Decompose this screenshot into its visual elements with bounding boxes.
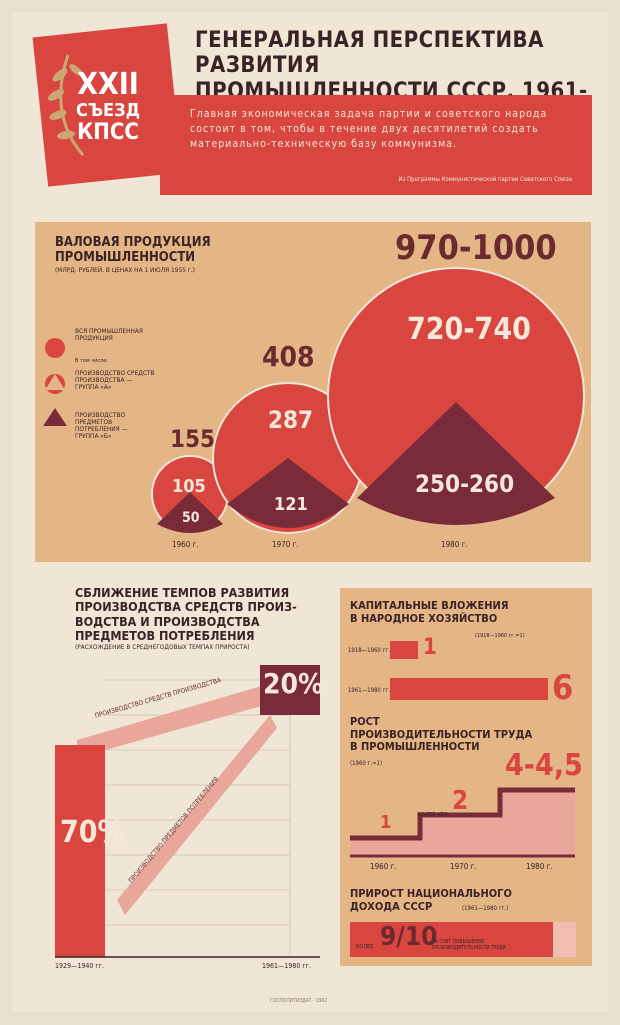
quote-text: Главная экономическая задача партии и со…: [190, 108, 548, 151]
gross-subtitle: (МЛРД. РУБЛЕЙ, В ЦЕНАХ НА 1 ИЮЛЯ 1955 г.…: [55, 266, 195, 274]
legend-b-icon: [43, 408, 67, 426]
productivity-title2: ПРОИЗВОДИТЕЛЬНОСТИ ТРУДА: [350, 727, 533, 741]
tempo-right-year: 1961—1980 гг.: [262, 962, 311, 970]
capital-bar1: [390, 641, 418, 659]
value-1980-a: 720-740: [407, 312, 531, 347]
capital-note: (1918—1960 гг.=1): [475, 633, 525, 639]
value-1980-b: 250-260: [415, 470, 515, 498]
productivity-title3: В ПРОМЫШЛЕННОСТИ: [350, 740, 480, 754]
legend-a-label: ПРОИЗВОДСТВО СРЕДСТВ ПРОИЗВОДСТВА — ГРУП…: [75, 369, 155, 392]
gross-title1: ВАЛОВАЯ ПРОДУКЦИЯ: [55, 235, 211, 250]
laurel-icon: [47, 54, 85, 156]
capital-row2-label: 1961—1980 гг.: [348, 687, 390, 694]
tempo-title: СБЛИЖЕНИЕ ТЕМПОВ РАЗВИТИЯ ПРОИЗВОДСТВА С…: [75, 585, 297, 644]
label-1960: 1960 г.: [172, 540, 199, 549]
wedge-1970-b: [227, 458, 349, 528]
productivity-title1: РОСТ: [350, 715, 380, 728]
capital-title: КАПИТАЛЬНЫЕ ВЛОЖЕНИЯ В НАРОДНОЕ ХОЗЯЙСТВ…: [350, 599, 509, 625]
label-1970: 1970 г.: [272, 540, 299, 549]
right-panel: [340, 588, 592, 966]
income-note: (1961—1980 гг.): [462, 905, 509, 912]
value-1960-a: 105: [172, 476, 206, 497]
capital-row1-label: 1918—1960 гг.: [348, 647, 390, 654]
productivity-x1970: 1970 г.: [450, 862, 477, 871]
wedge-1960-b: [157, 492, 223, 533]
income-title: ПРИРОСТ НАЦИОНАЛЬНОГО ДОХОДА СССР: [350, 887, 512, 913]
productivity-title: РОСТ ПРОИЗВОДИТЕЛЬНОСТИ ТРУДА В ПРОМЫШЛЕ…: [350, 715, 533, 754]
capital-row2-value: 6: [552, 668, 574, 708]
income-value: 9/10: [380, 922, 438, 952]
value-1980-total: 970-1000: [395, 228, 557, 268]
income-caption: ЗА СЧЕТ ПОВЫШЕНИЯ ПРОИЗВОДИТЕЛЬНОСТИ ТРУ…: [432, 939, 506, 951]
capital-title2: В НАРОДНОЕ ХОЗЯЙСТВО: [350, 611, 498, 625]
tempo-title3: ВОДСТВА И ПРОИЗВОДСТВА: [75, 613, 260, 629]
tempo-subtitle: (РАСХОЖДЕНИЕ В СРЕДНЕГОДОВЫХ ТЕМПАХ ПРИР…: [75, 643, 250, 651]
congress-number: XXII: [77, 67, 139, 102]
legend-incl-label: В том числе:: [75, 358, 108, 364]
tempo-right-value: 20%: [263, 667, 324, 700]
band-a: [77, 685, 265, 758]
income-bar: [350, 922, 576, 957]
value-1960-b: 50: [182, 510, 200, 526]
legend-all-label: ВСЯ ПРОМЫШЛЕННАЯ ПРОДУКЦИЯ: [75, 327, 143, 343]
congress-word1: СЪЕЗД: [75, 100, 141, 121]
publisher: ГОСПОЛИТИЗДАТ · 1962: [270, 998, 328, 1004]
income-title2: ДОХОДА СССР: [350, 899, 433, 913]
income-more: БОЛЕЕ: [356, 944, 374, 950]
capital-title1: КАПИТАЛЬНЫЕ ВЛОЖЕНИЯ: [350, 599, 509, 612]
title-line1: ГЕНЕРАЛЬНАЯ ПЕРСПЕКТИВА РАЗВИТИЯ: [195, 28, 544, 79]
bar-1961-1980: [260, 665, 320, 715]
tempo-left-value: 70%: [60, 815, 125, 850]
label-1980: 1980 г.: [441, 540, 468, 549]
productivity-1980-value: 4-4,5: [505, 748, 583, 783]
quote-source: Из Программы Коммунистической партии Сов…: [398, 176, 572, 183]
legend-b-label: ПРОИЗВОДСТВО ПРЕДМЕТОВ ПОТРЕБЛЕНИЯ — ГРУ…: [75, 411, 128, 441]
income-title1: ПРИРОСТ НАЦИОНАЛЬНОГО: [350, 887, 512, 900]
gross-title2: ПРОМЫШЛЕННОСТИ: [55, 250, 196, 265]
wedge-1980-b: [357, 402, 555, 525]
value-1970-total: 408: [262, 340, 315, 373]
productivity-chart: [350, 787, 575, 858]
value-1970-a: 287: [268, 406, 314, 434]
tempo-title4: ПРЕДМЕТОВ ПОТРЕБЛЕНИЯ: [75, 628, 255, 644]
capital-bar2: [390, 678, 548, 700]
productivity-x1960: 1960 г.: [370, 862, 397, 871]
congress-word2: КПСС: [77, 120, 139, 145]
value-1960-total: 155: [170, 425, 216, 453]
capital-row1-value: 1: [423, 635, 437, 660]
quote-box: Главная экономическая задача партии и со…: [160, 95, 592, 195]
tempo-title1: СБЛИЖЕНИЕ ТЕМПОВ РАЗВИТИЯ: [75, 585, 290, 600]
tempo-title2: ПРОИЗВОДСТВА СРЕДСТВ ПРОИЗ-: [75, 599, 297, 615]
productivity-more-than: БОЛЕЕ ЧЕМ: [418, 812, 448, 818]
productivity-note: (1960 г.=1): [350, 760, 383, 767]
productivity-1960-value: 1: [380, 812, 392, 833]
productivity-x1980: 1980 г.: [526, 862, 553, 871]
value-1970-b: 121: [274, 494, 308, 515]
gross-circles-chart: [43, 267, 585, 534]
band-b: [117, 715, 277, 915]
bar-1929-1940: [55, 745, 105, 957]
legend-all-icon: [45, 338, 65, 358]
tempo-chart: [55, 665, 320, 958]
productivity-1970-value: 2: [452, 786, 469, 816]
tempo-left-year: 1929—1940 гг.: [55, 962, 104, 970]
income-bar-rest: [553, 922, 576, 957]
